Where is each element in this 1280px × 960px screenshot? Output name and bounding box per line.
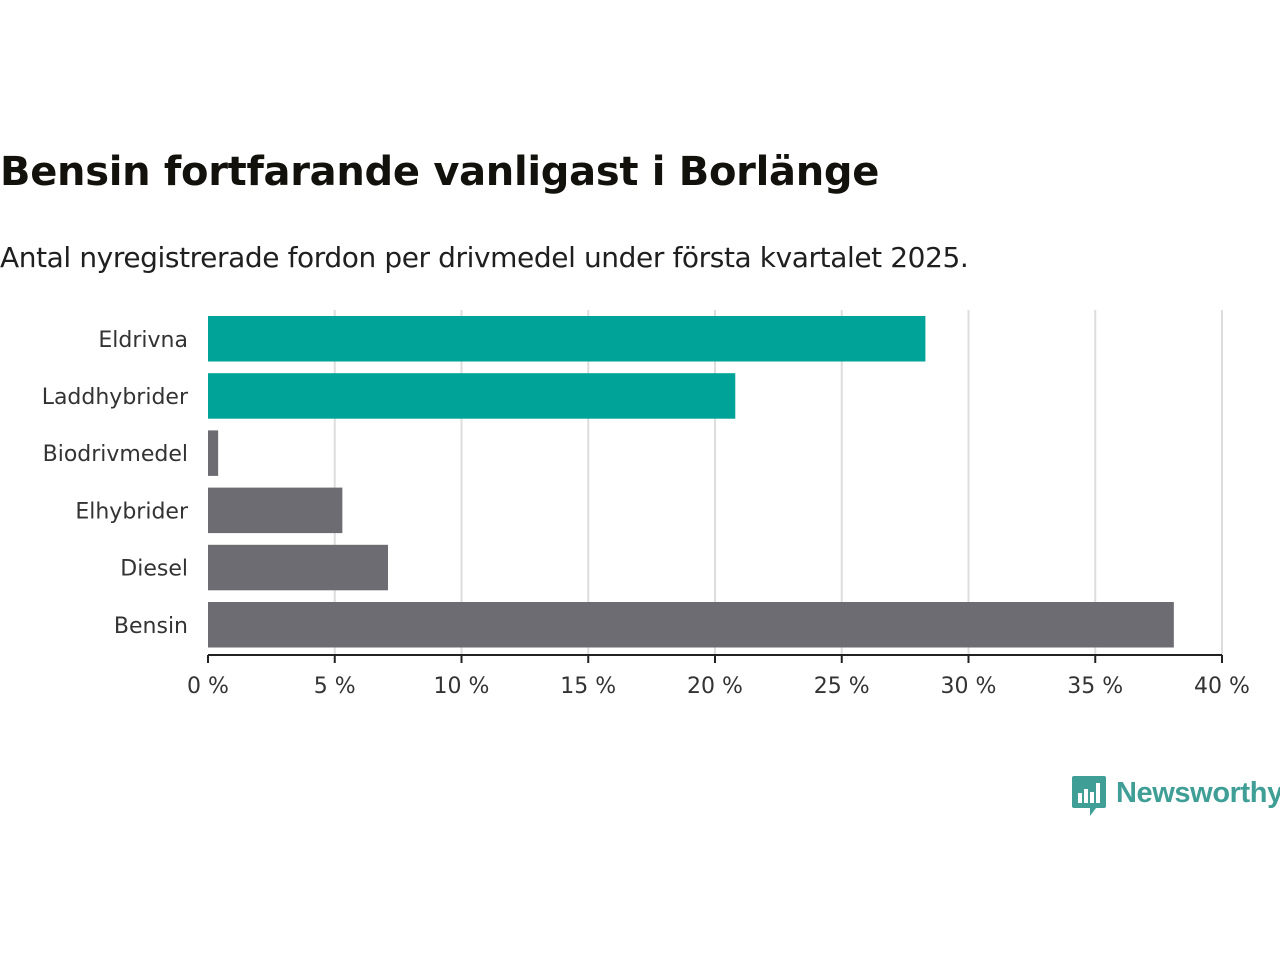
grid-lines: [333, 310, 1223, 655]
x-tick-label: 25 %: [814, 674, 870, 699]
x-tick-label: 5 %: [314, 674, 356, 699]
chart-subtitle: Antal nyregistrerade fordon per drivmede…: [0, 241, 969, 274]
bar-chart: 0 % 5 % 10 % 15 % 20 % 25 % 30 % 35 % 40 % Eldri…: [42, 310, 1250, 699]
category-labels: Eldrivna Laddhybrider Biodrivmedel Elhybrid…: [42, 328, 189, 639]
x-tick-label: 15 %: [560, 674, 616, 699]
bar: [208, 544, 388, 591]
bar: [208, 487, 343, 534]
bars: [208, 316, 1174, 648]
x-axis: 0 % 5 % 10 % 15 % 20 % 25 % 30 % 35 % 40 %: [187, 654, 1250, 699]
x-tick-label: 0 %: [187, 674, 229, 699]
bar: [208, 602, 1174, 648]
brand-name: Newsworthy: [1116, 777, 1280, 809]
x-tick-label: 30 %: [941, 674, 997, 699]
bar: [208, 373, 736, 419]
bar: [208, 430, 219, 476]
newsworthy-logo-icon: [1072, 776, 1106, 816]
chart-title: Bensin fortfarande vanligast i Borlänge: [0, 149, 880, 195]
x-tick-label: 20 %: [687, 674, 743, 699]
newsworthy-logo: Newsworthy: [1072, 776, 1280, 818]
bar: [208, 316, 926, 362]
x-tick-label: 40 %: [1194, 674, 1250, 699]
x-tick-label: 35 %: [1067, 674, 1123, 699]
category-label: Bensin: [114, 614, 188, 639]
category-label: Diesel: [120, 557, 188, 582]
category-label: Biodrivmedel: [43, 442, 188, 467]
category-label: Elhybrider: [75, 499, 189, 524]
category-label: Laddhybrider: [42, 385, 189, 410]
x-tick-label: 10 %: [434, 674, 490, 699]
category-label: Eldrivna: [98, 328, 188, 353]
